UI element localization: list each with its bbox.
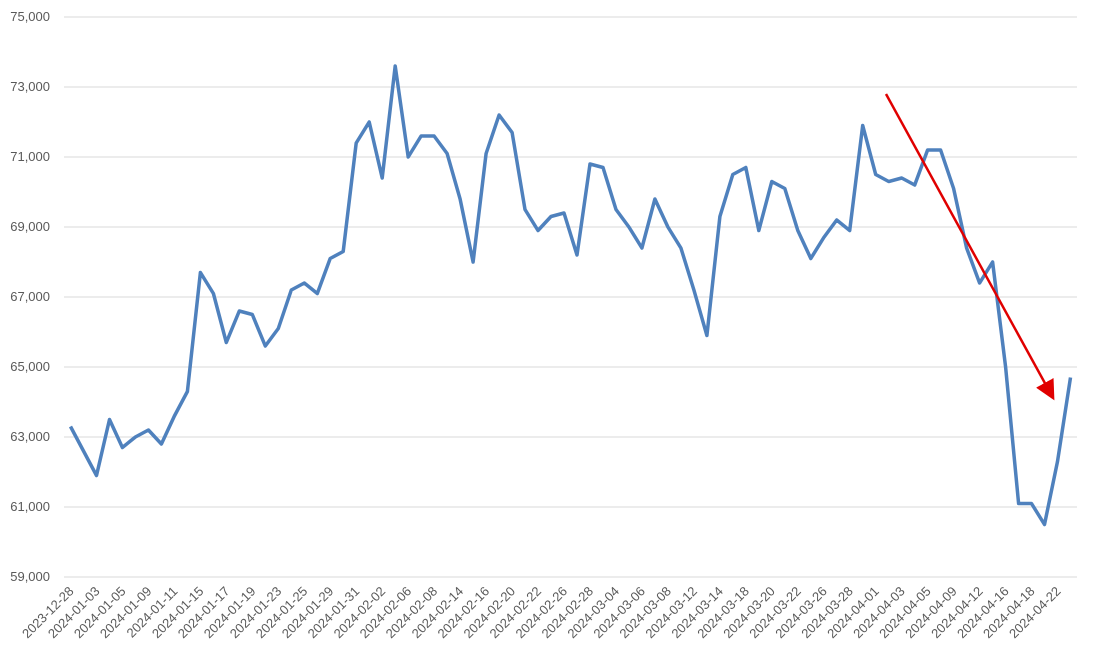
- trend-arrow: [884, 93, 1055, 401]
- y-tick-label: 75,000: [10, 9, 50, 24]
- grid: 59,000 61,000 63,000 65,000 67,000 69,000 71,0…: [10, 9, 1077, 641]
- y-tick-label: 73,000: [10, 79, 50, 94]
- y-tick-label: 69,000: [10, 219, 50, 234]
- y-tick-label: 65,000: [10, 359, 50, 374]
- y-tick-label: 63,000: [10, 429, 50, 444]
- y-tick-label: 67,000: [10, 289, 50, 304]
- y-tick-label: 59,000: [10, 569, 50, 584]
- y-tick-label: 71,000: [10, 149, 50, 164]
- y-tick-label: 61,000: [10, 499, 50, 514]
- plot: [68, 64, 1073, 527]
- line-series: [68, 64, 1073, 527]
